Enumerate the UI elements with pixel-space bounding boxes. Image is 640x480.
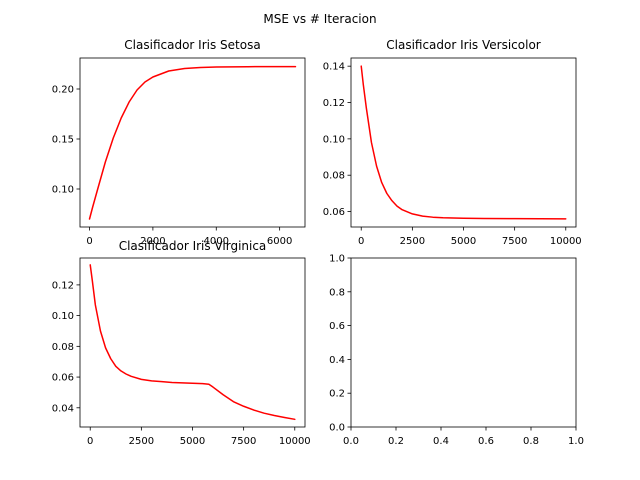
x-tick-label: 0.4 bbox=[433, 436, 449, 447]
series-line bbox=[88, 65, 297, 220]
x-tick-label: 0 bbox=[86, 236, 92, 247]
y-ticks: 0.04 0.06 0.08 0.10 0.12 bbox=[52, 280, 80, 414]
y-tick-label: 0.04 bbox=[52, 403, 74, 414]
series-group bbox=[360, 65, 567, 220]
subplot-title: Clasificador Iris Virginica bbox=[119, 239, 267, 253]
axes-frame bbox=[350, 57, 577, 228]
x-tick-label: 0.8 bbox=[523, 436, 539, 447]
x-tick-label: 5000 bbox=[451, 236, 476, 247]
y-ticks: 0.0 0.2 0.4 0.6 0.8 1.0 bbox=[329, 254, 351, 434]
y-tick-label: 0.2 bbox=[329, 389, 345, 400]
x-tick-label: 0 bbox=[358, 236, 364, 247]
subplot-empty: 0.0 0.2 0.4 0.6 0.8 1.0 0.0 0.2 0.4 0.6 0.8 1.0 bbox=[329, 254, 584, 448]
y-tick-label: 0.10 bbox=[52, 311, 74, 322]
y-tick-label: 0.8 bbox=[329, 287, 345, 298]
x-tick-label: 2500 bbox=[400, 236, 425, 247]
y-tick-label: 0.06 bbox=[323, 207, 345, 218]
axes-frame bbox=[79, 57, 306, 228]
x-tick-label: 0.2 bbox=[388, 436, 404, 447]
x-tick-label: 4000 bbox=[204, 236, 229, 247]
axes-frame bbox=[79, 257, 306, 428]
subplot-versicolor: 0.060.080.100.120.14 0 2500 5000 7500 10000 … bbox=[323, 38, 582, 247]
y-tick-label: 0.4 bbox=[329, 355, 345, 366]
subplot-virginica: 0.040.060.080.100.12 0 2500 5000 7500 10000 … bbox=[52, 239, 311, 447]
x-ticks: 0 2000 4000 6000 bbox=[86, 227, 292, 247]
x-tick-label: 2500 bbox=[129, 436, 154, 447]
x-tick-label: 5000 bbox=[180, 436, 205, 447]
y-tick-label: 0.14 bbox=[323, 62, 345, 73]
y-ticks: 0.06 0.08 0.10 0.12 0.14 bbox=[323, 62, 351, 218]
subplot-setosa: 0.10 0.15 0.20 0 2000 4000 6000 Clasificador … bbox=[52, 38, 306, 247]
x-tick-label: 7500 bbox=[231, 436, 256, 447]
x-tick-label: 10000 bbox=[279, 436, 311, 447]
series-line bbox=[360, 65, 567, 220]
x-tick-label: 2000 bbox=[140, 236, 165, 247]
series-group bbox=[88, 65, 297, 220]
y-tick-label: 0.20 bbox=[52, 85, 74, 96]
x-tick-label: 0.0 bbox=[343, 436, 359, 447]
x-tick-label: 10000 bbox=[550, 236, 582, 247]
x-ticks: 0 2500 5000 7500 10000 bbox=[358, 227, 582, 247]
y-tick-label: 0.0 bbox=[329, 423, 345, 434]
subplot-title: Clasificador Iris Versicolor bbox=[386, 38, 541, 52]
y-tick-label: 0.10 bbox=[323, 134, 345, 145]
y-tick-label: 0.15 bbox=[52, 135, 74, 146]
axes-frame bbox=[350, 257, 577, 428]
y-tick-label: 0.06 bbox=[52, 373, 74, 384]
x-tick-label: 0 bbox=[87, 436, 93, 447]
y-tick-label: 0.10 bbox=[52, 185, 74, 196]
series-line bbox=[89, 264, 296, 421]
y-tick-label: 0.08 bbox=[323, 171, 345, 182]
x-tick-label: 6000 bbox=[267, 236, 292, 247]
x-ticks: 0.0 0.2 0.4 0.6 0.8 1.0 bbox=[343, 427, 584, 447]
x-tick-label: 7500 bbox=[502, 236, 527, 247]
y-tick-label: 0.6 bbox=[329, 321, 345, 332]
y-tick-label: 0.08 bbox=[52, 342, 74, 353]
x-tick-label: 1.0 bbox=[568, 436, 584, 447]
figure-suptitle: MSE vs # Iteracion bbox=[263, 12, 376, 26]
series-group bbox=[89, 264, 296, 421]
y-tick-label: 0.12 bbox=[323, 98, 345, 109]
x-ticks: 0 2500 5000 7500 10000 bbox=[87, 427, 311, 447]
subplot-title: Clasificador Iris Setosa bbox=[124, 38, 260, 52]
x-tick-label: 0.6 bbox=[478, 436, 494, 447]
y-ticks: 0.10 0.15 0.20 bbox=[52, 85, 80, 196]
y-tick-label: 0.12 bbox=[52, 280, 74, 291]
y-tick-label: 1.0 bbox=[329, 254, 345, 265]
